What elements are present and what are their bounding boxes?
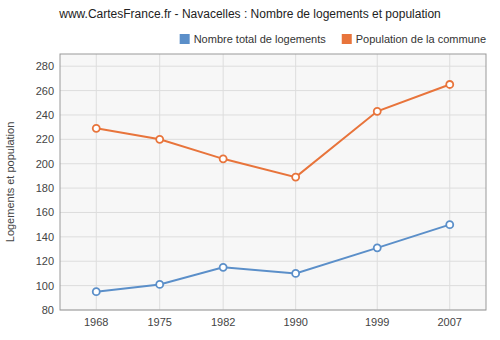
y-tick-label: 80 [42, 304, 54, 316]
series-line [96, 84, 449, 177]
series-marker [93, 288, 100, 295]
legend-swatch [342, 34, 352, 44]
x-tick-label: 1990 [283, 316, 307, 328]
x-tick-label: 1982 [211, 316, 235, 328]
marks [93, 81, 453, 295]
y-grid-line [60, 66, 486, 67]
legend-label: Nombre total de logements [194, 33, 327, 45]
y-grid-line [60, 188, 486, 189]
chart: www.CartesFrance.fr - Navacelles : Nombr… [0, 0, 500, 340]
title: www.CartesFrance.fr - Navacelles : Nombr… [58, 7, 441, 21]
y-grid-line [60, 212, 486, 213]
plot-background [60, 54, 486, 310]
y-tick-label: 260 [36, 85, 54, 97]
y-grid-line [60, 90, 486, 91]
x-tick-label: 2007 [438, 316, 462, 328]
series-line [96, 225, 449, 292]
y-grid-line [60, 114, 486, 115]
y-tick-label: 160 [36, 206, 54, 218]
series-marker [156, 281, 163, 288]
x-tick-label: 1999 [365, 316, 389, 328]
x-grid-line [96, 54, 97, 310]
series-marker [446, 81, 453, 88]
series-marker [292, 174, 299, 181]
series-marker [446, 221, 453, 228]
grid [60, 54, 486, 310]
y-grid-line [60, 236, 486, 237]
legend-swatch [180, 34, 190, 44]
x-grid-line [377, 54, 378, 310]
x-tick-label: 1975 [147, 316, 171, 328]
y-tick-label: 100 [36, 280, 54, 292]
y-grid-line [60, 163, 486, 164]
y-grid-line [60, 261, 486, 262]
series-marker [156, 136, 163, 143]
legend-item: Population de la commune [342, 33, 486, 45]
x-grid-line [159, 54, 160, 310]
series-marker [220, 264, 227, 271]
y-tick-label: 280 [36, 60, 54, 72]
series-marker [93, 125, 100, 132]
y-grid-line [60, 139, 486, 140]
series-marker [374, 244, 381, 251]
plot-frame [60, 54, 486, 310]
legend: Nombre total de logements Population de l… [180, 33, 486, 45]
y-tick-label: 200 [36, 158, 54, 170]
y-tick-label: 220 [36, 133, 54, 145]
y-tick-label: 120 [36, 255, 54, 267]
y-grid-line [60, 285, 486, 286]
series-marker [292, 270, 299, 277]
y-tick-label: 180 [36, 182, 54, 194]
y-tick-label: 240 [36, 109, 54, 121]
y-tick-label: 140 [36, 231, 54, 243]
series-marker [220, 155, 227, 162]
y-axis-label: Logements et population [4, 122, 16, 242]
legend-label: Population de la commune [356, 33, 486, 45]
series-marker [374, 108, 381, 115]
chart-container: www.CartesFrance.fr - Navacelles : Nombr… [0, 0, 500, 340]
x-tick-label: 1968 [84, 316, 108, 328]
x-grid-line [449, 54, 450, 310]
legend-item: Nombre total de logements [180, 33, 327, 45]
